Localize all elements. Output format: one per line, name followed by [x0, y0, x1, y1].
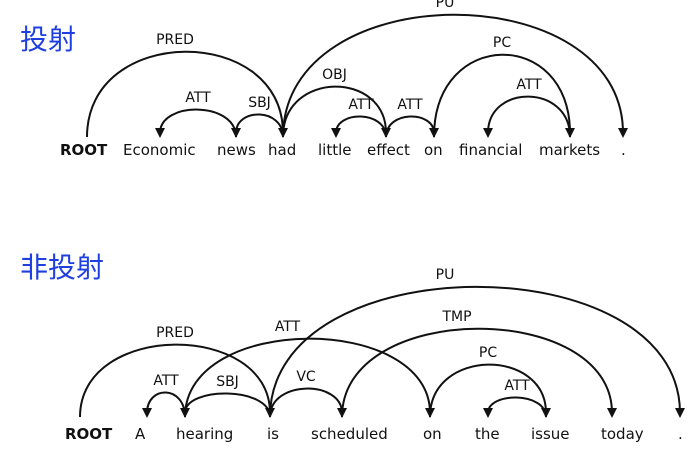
arc-vc-4	[270, 389, 342, 417]
token-1: A	[135, 425, 146, 443]
arrowhead-6	[607, 408, 617, 418]
arrowhead-8	[483, 128, 493, 138]
token-3: is	[267, 425, 279, 443]
arc-label-2: SBJ	[216, 374, 239, 390]
token-2: news	[217, 141, 256, 159]
arc-label-4: ATT	[348, 97, 374, 113]
token-7: financial	[459, 141, 522, 159]
token-4: little	[318, 141, 352, 159]
arc-att-8	[488, 398, 546, 417]
token-9: .	[678, 425, 683, 443]
arrowhead-6	[618, 128, 628, 138]
arc-sbj-2	[236, 115, 283, 137]
arc-label-6: TMP	[441, 309, 471, 325]
arc-label-1: ATT	[153, 373, 179, 389]
token-1: Economic	[123, 141, 196, 159]
arc-label-5: ATT	[397, 97, 423, 113]
arc-label-8: ATT	[504, 378, 530, 394]
arc-label-2: SBJ	[248, 95, 271, 111]
arc-tmp-6	[342, 329, 612, 417]
arc-att-5	[386, 117, 434, 137]
token-6: the	[475, 425, 500, 443]
arc-pu-5	[270, 287, 680, 417]
arc-label-1: ATT	[185, 90, 211, 106]
root-token: ROOT	[65, 425, 113, 443]
arc-label-5: PU	[436, 267, 455, 283]
token-7: issue	[531, 425, 570, 443]
arc-label-8: ATT	[516, 77, 542, 93]
arc-label-0: PRED	[156, 325, 194, 341]
arrowhead-8	[483, 408, 493, 418]
projective-tree: ROOT Economic news had little effect on financi…	[60, 0, 628, 159]
arc-att-4	[336, 117, 386, 137]
arc-sbj-2	[185, 394, 270, 417]
token-8: markets	[539, 141, 600, 159]
token-5: effect	[367, 141, 410, 159]
arrowhead-2	[231, 128, 241, 138]
arc-att-1	[160, 110, 236, 137]
arc-label-6: PU	[436, 0, 455, 11]
arc-att-8	[488, 97, 570, 137]
arc-label-0: PRED	[156, 32, 194, 48]
arrowhead-4	[331, 128, 341, 138]
arc-pc-7	[434, 55, 570, 137]
arrowhead-1	[142, 408, 152, 418]
token-4: scheduled	[311, 425, 388, 443]
token-8: today	[601, 425, 644, 443]
arc-label-3: ATT	[275, 319, 301, 335]
arc-label-7: PC	[479, 345, 497, 361]
token-9: .	[621, 141, 626, 159]
arc-label-4: VC	[296, 369, 316, 385]
arc-label-7: PC	[493, 35, 511, 51]
token-3: had	[268, 141, 296, 159]
token-6: on	[424, 141, 443, 159]
root-token: ROOT	[60, 141, 108, 159]
arc-att-1	[147, 393, 185, 417]
arrowhead-1	[155, 128, 165, 138]
arrowhead-5	[675, 408, 685, 418]
token-2: hearing	[176, 425, 233, 443]
arc-label-3: OBJ	[322, 67, 347, 83]
token-5: on	[423, 425, 442, 443]
